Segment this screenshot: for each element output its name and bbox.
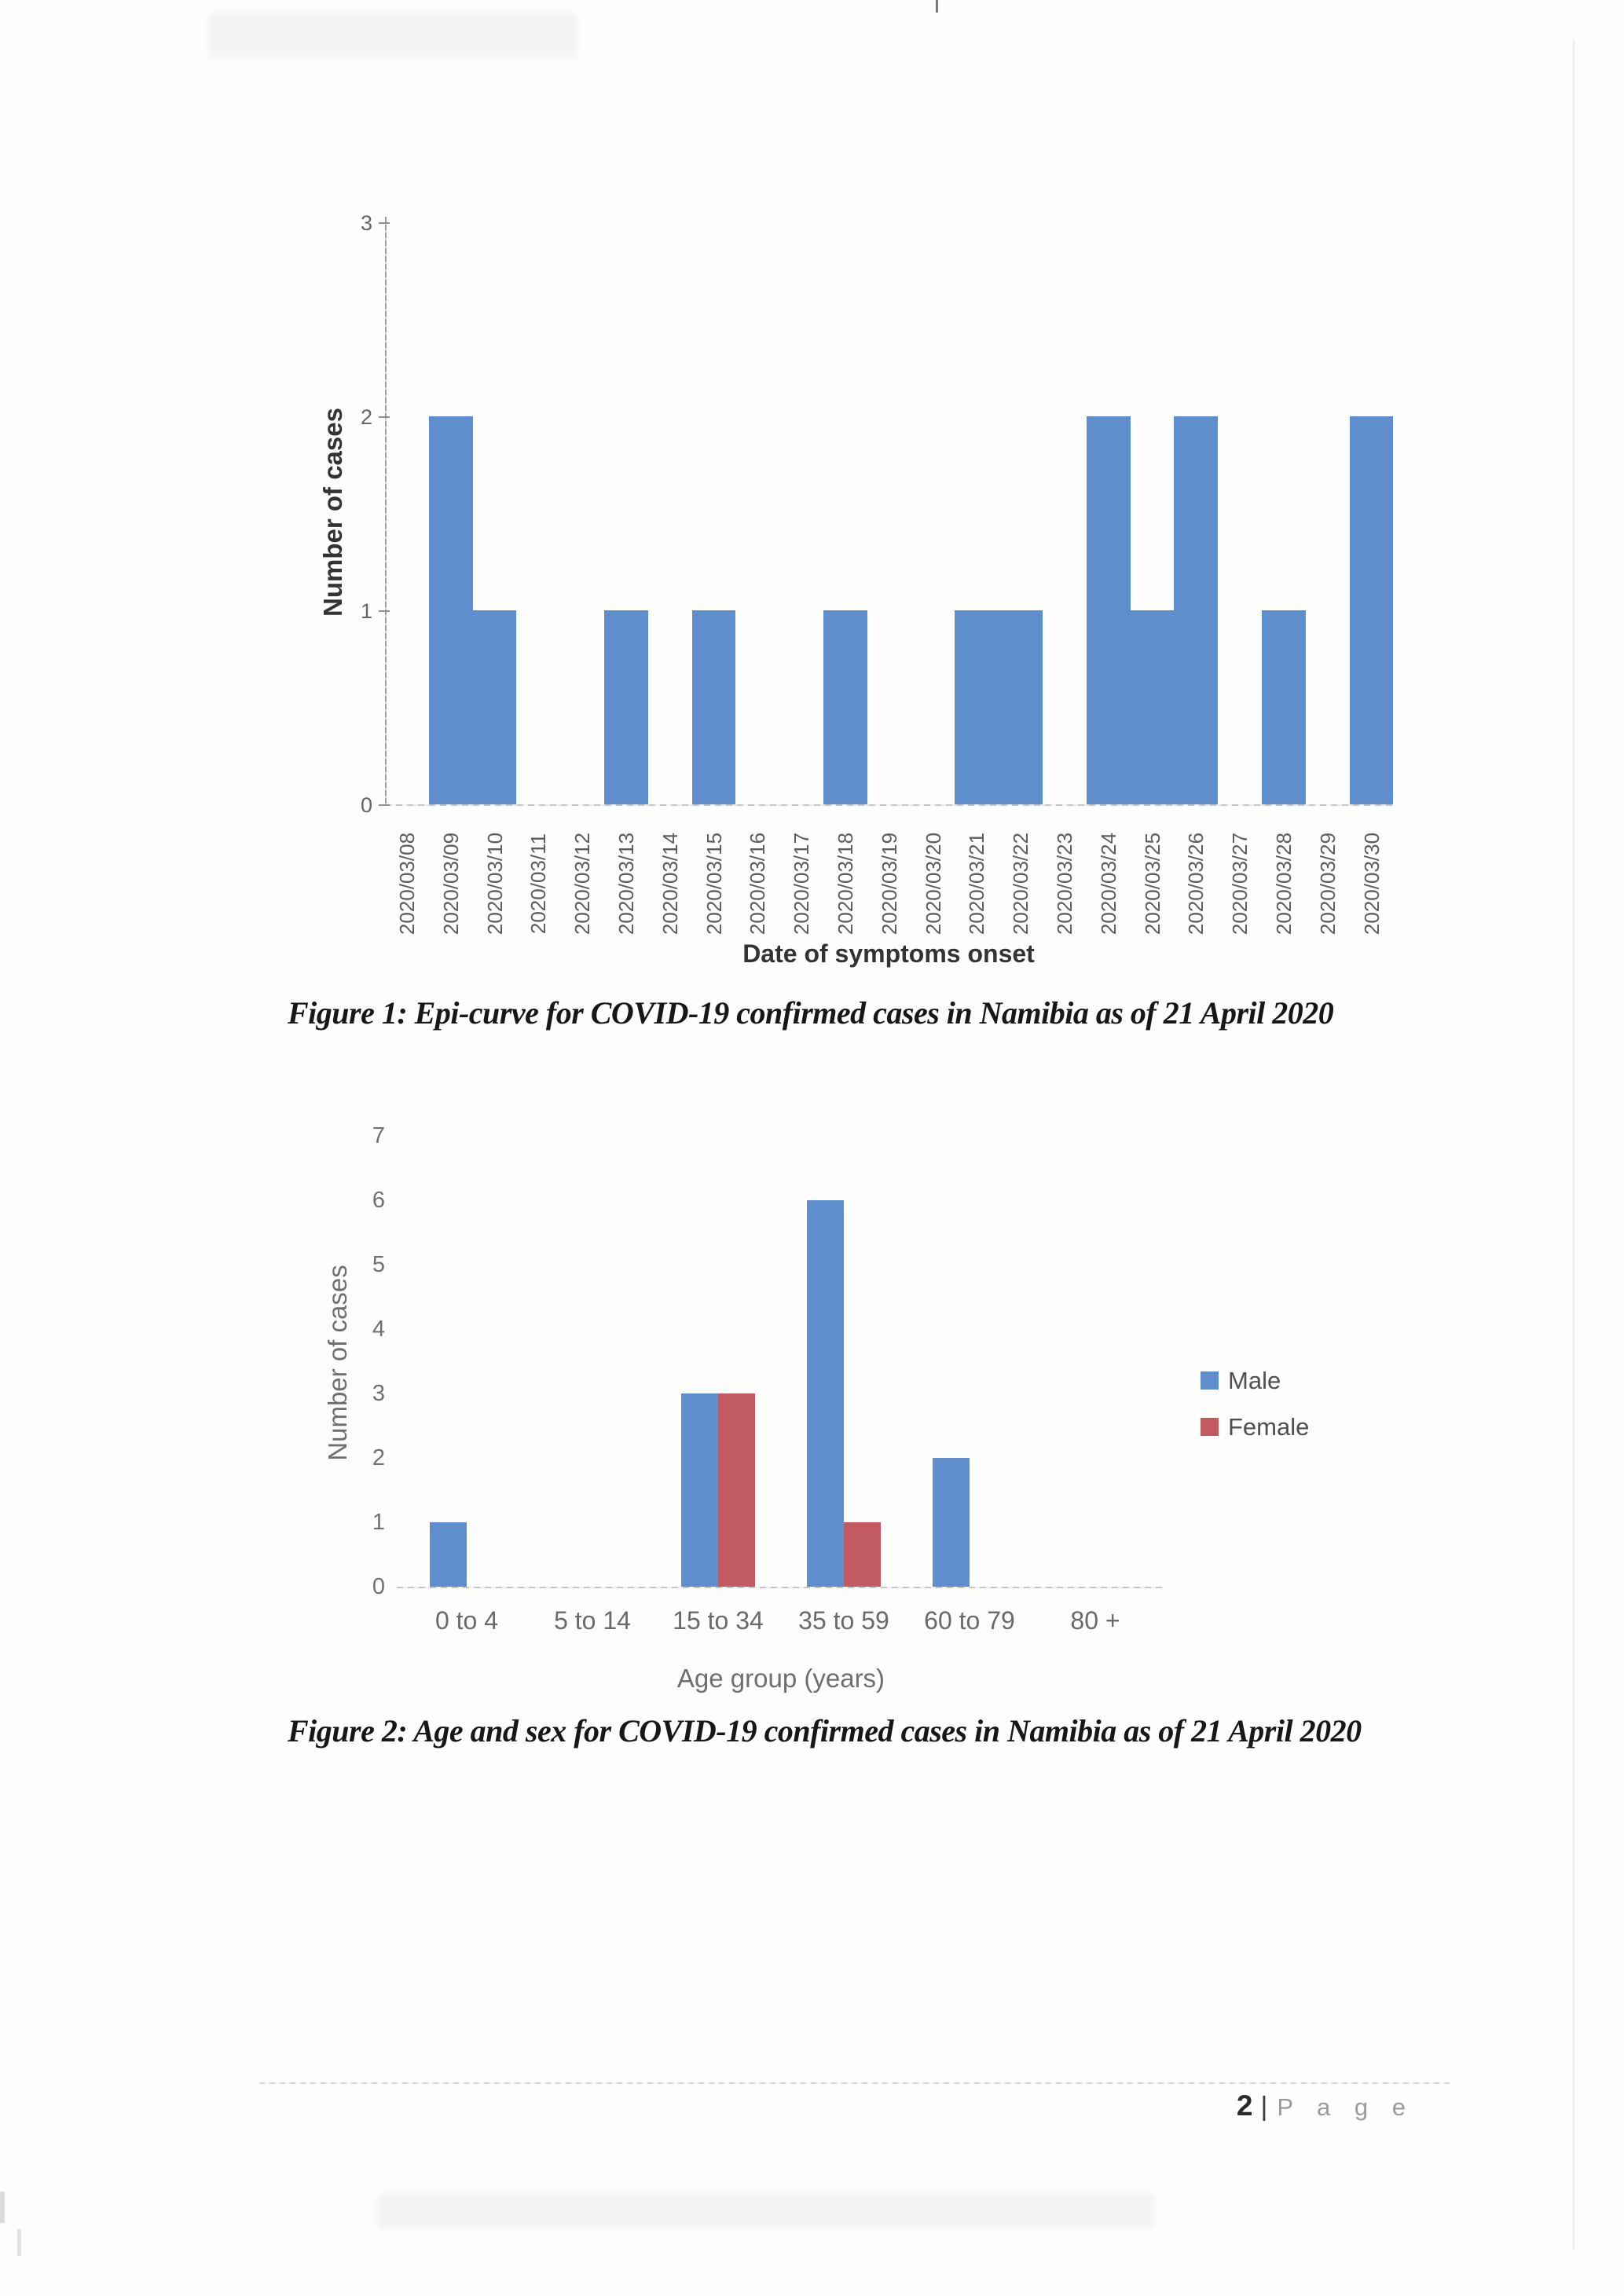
- female-bar: [718, 1393, 755, 1587]
- scan-edge-right: [1573, 39, 1575, 2250]
- x-tick-label: 80 +: [1070, 1606, 1120, 1635]
- figure1-y-axis-line: [385, 217, 387, 806]
- y-tick-label: 2: [372, 1445, 385, 1470]
- bar: [1262, 610, 1306, 804]
- x-tick-label: 2020/03/22: [1009, 832, 1033, 936]
- male-bar: [681, 1393, 718, 1587]
- y-tick-mark: [379, 222, 390, 224]
- figure1-x-axis-line: [385, 804, 1393, 806]
- male-bar: [807, 1200, 844, 1587]
- x-tick-label: 2020/03/20: [921, 832, 945, 936]
- x-tick-label: 2020/03/26: [1184, 832, 1208, 936]
- bar: [429, 416, 473, 804]
- page-number: 2: [1236, 2089, 1253, 2122]
- x-tick-label: 0 to 4: [434, 1606, 499, 1635]
- x-tick-label: 2020/03/28: [1271, 832, 1296, 936]
- x-tick-label: 2020/03/18: [833, 832, 857, 936]
- y-tick-label: 7: [372, 1123, 385, 1148]
- x-tick-label: 2020/03/14: [658, 832, 682, 936]
- page-footer: 2 | P a g e: [1100, 2089, 1414, 2122]
- figure2-x-axis-title: Age group (years): [676, 1664, 885, 1693]
- figure1-caption: Figure 1: Epi-curve for COVID-19 confirm…: [288, 995, 1334, 1031]
- figure2-caption: Figure 2: Age and sex for COVID-19 confi…: [288, 1713, 1362, 1749]
- y-tick-label: 1: [360, 599, 372, 623]
- x-tick-label: 2020/03/29: [1315, 832, 1340, 936]
- y-tick-label: 6: [372, 1188, 385, 1213]
- x-tick-label: 60 to 79: [924, 1606, 1015, 1635]
- x-tick-label: 2020/03/15: [702, 832, 726, 936]
- x-tick-label: 2020/03/30: [1359, 832, 1384, 936]
- x-tick-label: 2020/03/12: [570, 832, 595, 936]
- y-tick-label: 2: [360, 405, 372, 429]
- y-tick-label: 1: [372, 1510, 385, 1535]
- scan-smudge-bottom: [377, 2193, 1155, 2229]
- x-tick-label: 2020/03/25: [1140, 832, 1164, 936]
- bar: [1131, 610, 1174, 804]
- scan-mark-bottom-left-1: [0, 2192, 5, 2223]
- x-tick-label: 2020/03/10: [482, 832, 507, 936]
- x-tick-label: 15 to 34: [673, 1606, 764, 1635]
- bar: [823, 610, 867, 804]
- scan-mark-top: [936, 0, 938, 13]
- female-bar: [844, 1522, 881, 1587]
- female-legend-swatch: [1201, 1418, 1219, 1436]
- bar: [1350, 416, 1393, 804]
- y-tick-label: 4: [372, 1316, 385, 1342]
- bar: [473, 610, 516, 804]
- y-tick-label: 0: [372, 1574, 385, 1599]
- legend-row-female: Female: [1201, 1412, 1310, 1441]
- legend-row-male: Male: [1201, 1366, 1309, 1394]
- bar: [955, 610, 999, 804]
- figure1-y-axis-title: Number of cases: [318, 408, 347, 617]
- x-tick-label: 5 to 14: [554, 1606, 631, 1635]
- bar: [692, 610, 735, 804]
- x-tick-label: 2020/03/16: [746, 832, 770, 936]
- bar: [1174, 416, 1218, 804]
- figure2-x-axis-line: [397, 1587, 1163, 1588]
- x-tick-label: 35 to 59: [798, 1606, 889, 1635]
- male-bar: [430, 1522, 467, 1587]
- x-tick-label: 2020/03/17: [790, 832, 814, 936]
- x-tick-label: 2020/03/23: [1052, 832, 1076, 936]
- x-tick-label: 2020/03/08: [394, 832, 419, 936]
- y-tick-label: 3: [360, 211, 372, 235]
- figure2-legend: Male Female: [1201, 1366, 1310, 1461]
- male-legend-swatch: [1201, 1371, 1219, 1390]
- x-tick-label: 2020/03/11: [526, 833, 551, 935]
- x-tick-label: 2020/03/19: [877, 832, 901, 936]
- x-tick-label: 2020/03/09: [438, 832, 463, 936]
- y-tick-label: 3: [372, 1381, 385, 1406]
- bar: [1087, 416, 1131, 804]
- male-legend-label: Male: [1228, 1366, 1281, 1394]
- x-tick-label: 2020/03/24: [1096, 832, 1120, 936]
- male-bar: [933, 1458, 970, 1587]
- female-legend-label: Female: [1228, 1412, 1310, 1441]
- footer-page-label: P a g e: [1277, 2093, 1414, 2121]
- bar: [604, 610, 648, 804]
- x-tick-label: 2020/03/13: [614, 832, 638, 936]
- figure1-x-axis-title: Date of symptoms onset: [742, 939, 1035, 968]
- x-tick-label: 2020/03/27: [1228, 832, 1252, 936]
- footer-rule: [259, 2082, 1450, 2084]
- scan-smudge-top-left: [208, 13, 577, 58]
- y-tick-label: 5: [372, 1252, 385, 1277]
- bar: [999, 610, 1043, 804]
- scan-mark-bottom-left-2: [17, 2229, 21, 2256]
- y-tick-label: 0: [360, 793, 372, 817]
- x-tick-label: 2020/03/21: [965, 832, 989, 936]
- y-tick-mark: [379, 804, 390, 806]
- y-tick-mark: [379, 610, 390, 612]
- y-tick-mark: [379, 416, 390, 418]
- footer-separator: |: [1260, 2092, 1268, 2122]
